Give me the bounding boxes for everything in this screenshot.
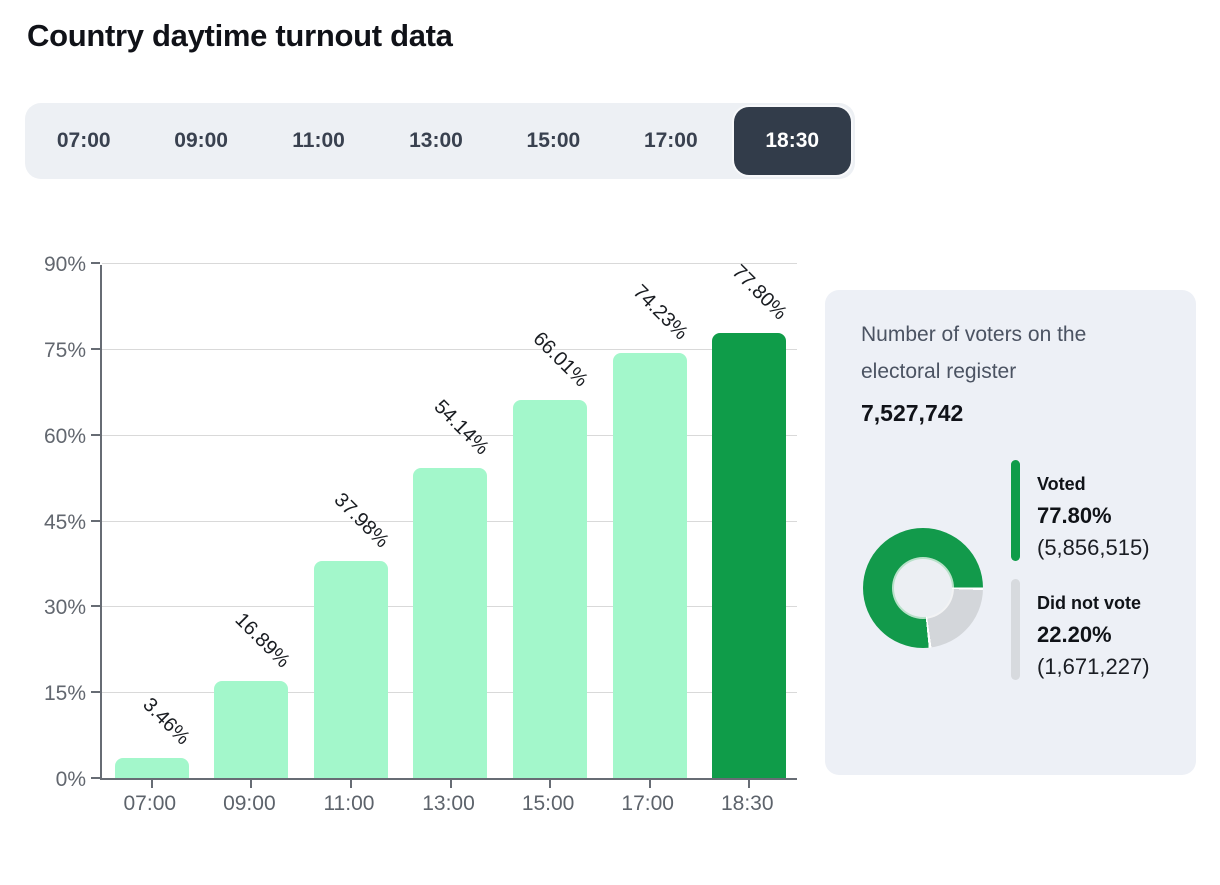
bar-value-label: 77.80%	[727, 260, 792, 325]
legend-pct: 77.80%	[1037, 503, 1112, 528]
x-tick-11:00	[349, 780, 352, 788]
y-tick-15	[91, 691, 100, 694]
bar-value-label: 54.14%	[429, 395, 493, 460]
x-axis-label-07:00: 07:00	[123, 792, 177, 815]
bar-slot-07:00: 3.46%	[102, 265, 202, 778]
x-axis-label-15:00: 15:00	[521, 792, 575, 815]
y-tick-30	[91, 605, 100, 608]
bar-11:00[interactable]	[313, 560, 388, 778]
x-tick-13:00	[449, 780, 452, 788]
tab-1300[interactable]: 13:00	[409, 129, 463, 152]
y-axis-label-0: 0%	[55, 768, 86, 791]
x-tick-18:30	[748, 780, 751, 788]
gridline-60	[102, 434, 797, 436]
donut-hole	[894, 559, 952, 617]
bar-15:00[interactable]	[513, 400, 588, 778]
voters-summary-panel: Number of voters on the electoral regist…	[825, 290, 1196, 775]
bar-value-label: 16.89%	[230, 609, 294, 673]
x-axis-label-11:00: 11:00	[323, 792, 375, 815]
y-tick-60	[91, 433, 100, 436]
bar-slot-11:00: 37.98%	[301, 265, 401, 778]
gridline-90	[102, 263, 797, 264]
y-axis-label-30: 30%	[43, 596, 86, 620]
y-tick-45	[91, 519, 100, 522]
legend-name: Voted	[1037, 474, 1086, 494]
bar-slot-09:00: 16.89%	[202, 265, 302, 778]
y-axis-label-90: 90%	[43, 253, 86, 276]
legend-text: Did not vote 22.20% (1,671,227)	[1037, 579, 1150, 680]
x-axis-label-09:00: 09:00	[223, 792, 276, 815]
tab-1500[interactable]: 15:00	[526, 129, 581, 152]
register-label: Number of voters on the electoral regist…	[861, 323, 1087, 383]
page-title: Country daytime turnout data	[27, 18, 453, 53]
x-tick-07:00	[150, 780, 153, 788]
x-axis-label-13:00: 13:00	[422, 792, 475, 815]
x-tick-09:00	[250, 780, 253, 788]
y-axis-label-75: 75%	[43, 338, 86, 362]
bar-13:00[interactable]	[413, 468, 488, 778]
y-tick-75	[91, 347, 100, 350]
x-axis-labels: 07:00 09:00 11:00 13:00 15:00 17:00 18:30	[100, 792, 797, 816]
bar-09:00[interactable]	[214, 681, 289, 778]
y-tick-90	[91, 262, 100, 264]
bar-17:00[interactable]	[612, 353, 687, 778]
turnout-donut-chart[interactable]	[863, 528, 983, 648]
legend-pct: 22.20%	[1037, 622, 1112, 647]
legend-swatch	[1011, 460, 1020, 561]
x-axis-label-18:30: 18:30	[720, 792, 774, 815]
bar-value-label: 66.01%	[528, 328, 593, 392]
bar-slot-15:00: 66.01%	[500, 265, 600, 778]
turnout-bar-chart: 3.46% 16.89% 37.98% 54.14% 66.01% 74.23% 77.80…	[0, 253, 820, 865]
tab-0900[interactable]: 09:00	[174, 129, 228, 152]
legend-text: Voted 77.80% (5,856,515)	[1037, 460, 1150, 561]
legend-count: (5,856,515)	[1037, 535, 1150, 560]
tab-1100[interactable]: 11:00	[292, 129, 345, 152]
y-tick-0	[91, 777, 100, 779]
legend-item-did-not-vote: Did not vote 22.20% (1,671,227)	[1011, 579, 1150, 680]
legend-count: (1,671,227)	[1037, 654, 1150, 679]
legend-swatch	[1011, 579, 1020, 680]
y-axis-label-15: 15%	[43, 682, 86, 706]
x-tick-17:00	[648, 780, 651, 788]
bar-value-label: 37.98%	[329, 488, 394, 552]
tab-1830[interactable]: 18:30	[733, 107, 851, 175]
donut-legend: Voted 77.80% (5,856,515) Did not vote 22.20%…	[1011, 460, 1150, 680]
plot-area: 3.46% 16.89% 37.98% 54.14% 66.01% 74.23% 77.80…	[91, 261, 799, 788]
time-tabbar: 07:00 09:00 11:00 13:00 15:00 17:00 18:30	[25, 103, 855, 179]
y-axis-label-45: 45%	[43, 510, 86, 534]
gridline-75	[102, 348, 797, 350]
bar-slot-13:00: 54.14%	[401, 265, 501, 778]
register-value: 7,527,742	[861, 400, 964, 426]
y-axis-label-60: 60%	[43, 424, 86, 448]
legend-name: Did not vote	[1037, 593, 1141, 613]
legend-item-voted: Voted 77.80% (5,856,515)	[1011, 460, 1150, 561]
bar-07:00[interactable]	[114, 758, 189, 778]
x-tick-15:00	[549, 780, 552, 788]
bar-18:30[interactable]	[712, 332, 787, 778]
bar-slot-18:30: 77.80%	[699, 261, 799, 778]
bar-value-label: 3.46%	[138, 693, 195, 750]
tab-1700[interactable]: 17:00	[643, 129, 698, 152]
tab-0700[interactable]: 07:00	[56, 129, 111, 152]
x-axis-label-17:00: 17:00	[621, 792, 674, 815]
bar-value-label: 74.23%	[628, 281, 692, 345]
bar-slot-17:00: 74.23%	[600, 265, 700, 778]
